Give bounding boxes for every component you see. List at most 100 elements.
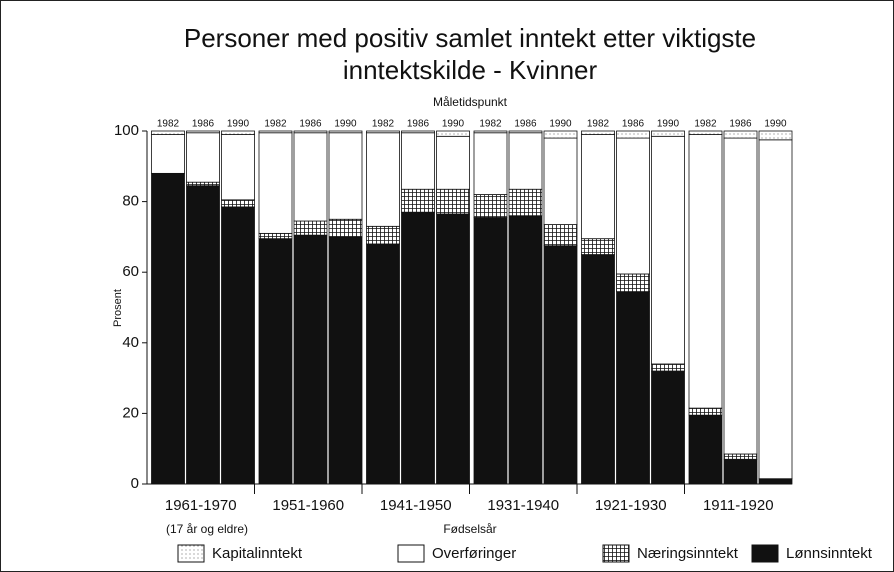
legend-swatch (602, 544, 630, 563)
bar-segment (328, 132, 363, 220)
year-label: 1986 (622, 119, 645, 130)
bar-segment (328, 130, 363, 134)
bar-segment (366, 243, 400, 485)
bar-segment (473, 132, 508, 195)
bar-segment (543, 137, 578, 225)
chart-title: Personer med positiv samlet inntekt ette… (184, 23, 756, 53)
annotation: (17 år og eldre) (166, 522, 248, 536)
bar-segment (723, 130, 758, 139)
bar-segment (436, 130, 470, 137)
bar-segment (328, 236, 363, 485)
bar-segment (508, 188, 543, 217)
top-label: Måletidspunkt (433, 95, 508, 109)
bar-segment (258, 132, 293, 234)
year-label: 1986 (407, 119, 430, 130)
bar-segment (401, 132, 435, 190)
legend-label: Lønnsinntekt (786, 545, 873, 562)
bar-segment (723, 137, 758, 455)
bar-segment (328, 218, 363, 238)
year-label: 1982 (587, 119, 610, 130)
bar-segment (758, 130, 793, 141)
year-label: 1990 (764, 119, 787, 130)
bar-segment (258, 232, 293, 240)
year-label: 1990 (227, 119, 250, 130)
year-label: 1986 (514, 119, 537, 130)
x-tick-label: 1961-1970 (165, 497, 237, 514)
bar-segment (758, 139, 793, 480)
bar-segment (651, 130, 685, 137)
year-label: 1986 (192, 119, 215, 130)
y-tick-label: 80 (122, 193, 139, 210)
bar-segment (688, 407, 723, 416)
x-tick-label: 1921-1930 (595, 497, 667, 514)
year-label: 1990 (657, 119, 680, 130)
bar-segment (688, 414, 723, 485)
x-tick-label: 1951-1960 (272, 497, 344, 514)
bar-segment (436, 188, 470, 215)
year-label: 1990 (334, 119, 357, 130)
bar-segment (436, 213, 470, 485)
bar-segment (616, 291, 650, 485)
year-label: 1982 (372, 119, 395, 130)
bar-segment (473, 217, 508, 485)
bar-segment (221, 134, 255, 201)
y-tick-label: 0 (131, 475, 139, 492)
bar-segment (258, 238, 293, 485)
legend-label: Næringsinntekt (637, 545, 739, 562)
y-tick-label: 100 (114, 122, 139, 139)
bar-segment (151, 134, 185, 174)
bar-segment (651, 135, 685, 365)
bar-segment (366, 225, 400, 245)
year-label: 1982 (694, 119, 717, 130)
bar-segment (473, 130, 508, 134)
bar-segment (508, 132, 543, 190)
bar-segment (221, 206, 255, 485)
legend-swatch (177, 544, 205, 563)
bar-segment (543, 130, 578, 139)
year-label: 1990 (442, 119, 465, 130)
bar-segment (436, 135, 470, 190)
legend-label: Overføringer (432, 545, 516, 562)
bar-segment (186, 132, 220, 183)
bar-segment (688, 134, 723, 409)
bar-segment (293, 132, 328, 222)
year-label: 1982 (264, 119, 287, 130)
bar-segment (581, 254, 615, 485)
bar-segment (401, 211, 435, 485)
bar-segment (366, 132, 400, 227)
y-tick-label: 40 (122, 334, 139, 351)
bar-segment (508, 215, 543, 485)
bar-segment (616, 130, 650, 139)
bar-segment (616, 273, 650, 293)
bar-segment (258, 130, 293, 134)
legend-label: Kapitalinntekt (212, 545, 303, 562)
legend-swatch (397, 544, 425, 563)
bar-segment (581, 130, 615, 135)
y-tick-label: 60 (122, 263, 139, 280)
x-axis-label: Fødselsår (443, 522, 496, 536)
bar-segment (401, 188, 435, 213)
bar-segment (473, 194, 508, 218)
bar-segment (401, 130, 435, 134)
bar-segment (293, 220, 328, 236)
year-label: 1990 (549, 119, 572, 130)
bar-segment (366, 130, 400, 134)
year-label: 1982 (157, 119, 180, 130)
y-axis-label: Prosent (112, 289, 124, 327)
bar-segment (581, 134, 615, 240)
bar-segment (186, 181, 220, 187)
bar-segment (293, 130, 328, 134)
x-tick-label: 1941-1950 (380, 497, 452, 514)
bar-segment (293, 234, 328, 485)
x-tick-label: 1911-1920 (703, 497, 774, 514)
bar-segment (543, 245, 578, 485)
bar-segment (508, 130, 543, 134)
bar-segment (186, 130, 220, 134)
bar-segment (151, 172, 185, 485)
bar-segment (688, 130, 723, 135)
year-label: 1986 (729, 119, 752, 130)
bar-segment (221, 130, 255, 135)
y-tick-label: 20 (122, 404, 139, 421)
bar-segment (723, 453, 758, 460)
